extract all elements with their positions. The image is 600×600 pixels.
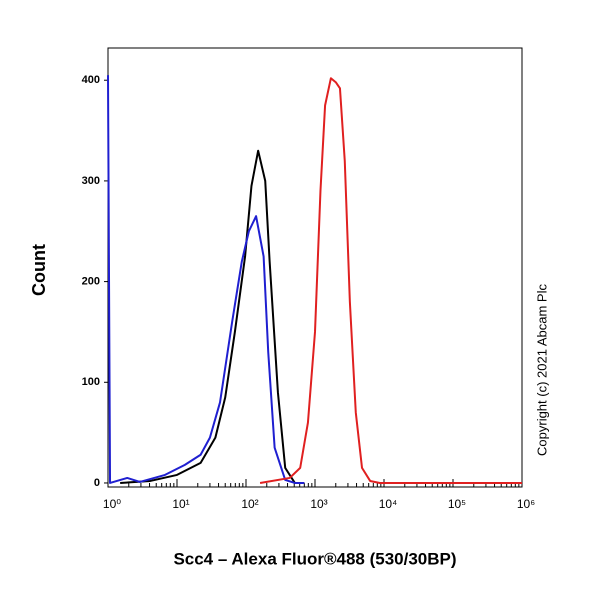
x-tick-label: 10⁴ xyxy=(379,497,398,511)
y-tick-label: 400 xyxy=(82,74,100,86)
histogram-line xyxy=(259,77,522,484)
copyright: Copyright (c) 2021 Abcam Plc xyxy=(534,284,549,456)
y-tick-label: 100 xyxy=(82,376,100,388)
histogram-line xyxy=(120,149,305,484)
plot-frame xyxy=(107,47,523,488)
x-tick-label: 10⁶ xyxy=(517,497,535,511)
x-axis-title: Scc4 – Alexa Fluor®488 (530/30BP) xyxy=(173,549,456,568)
histogram-line xyxy=(107,75,305,484)
x-tick-label: 10³ xyxy=(310,497,327,511)
x-tick-label: 10⁰ xyxy=(103,497,121,511)
x-tick-label: 10¹ xyxy=(172,497,189,511)
y-tick-label: 0 xyxy=(94,477,100,489)
y-tick-label: 200 xyxy=(82,276,100,288)
y-axis-title: Count xyxy=(29,244,49,296)
y-tick-label: 300 xyxy=(82,175,100,187)
x-tick-label: 10⁵ xyxy=(448,497,466,511)
x-tick-label: 10² xyxy=(241,497,258,511)
